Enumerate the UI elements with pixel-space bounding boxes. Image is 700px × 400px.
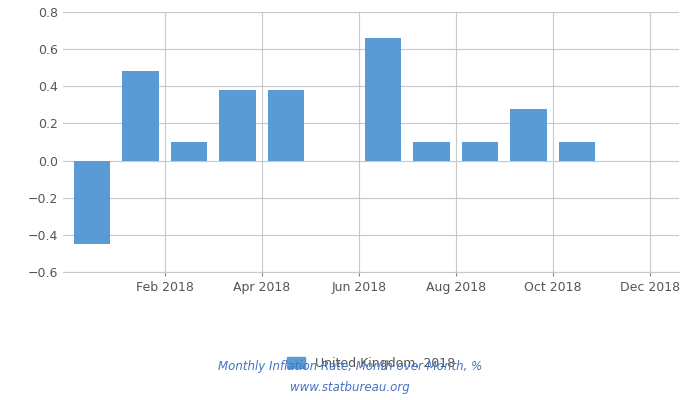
- Bar: [510, 108, 547, 160]
- Bar: [414, 142, 450, 160]
- Bar: [462, 142, 498, 160]
- Bar: [268, 90, 304, 160]
- Bar: [219, 90, 256, 160]
- Bar: [171, 142, 207, 160]
- Text: Monthly Inflation Rate, Month over Month, %: Monthly Inflation Rate, Month over Month…: [218, 360, 482, 373]
- Bar: [122, 72, 159, 160]
- Bar: [365, 38, 401, 160]
- Text: www.statbureau.org: www.statbureau.org: [290, 381, 410, 394]
- Bar: [559, 142, 595, 160]
- Legend: United Kingdom, 2018: United Kingdom, 2018: [281, 352, 461, 375]
- Bar: [74, 160, 111, 244]
